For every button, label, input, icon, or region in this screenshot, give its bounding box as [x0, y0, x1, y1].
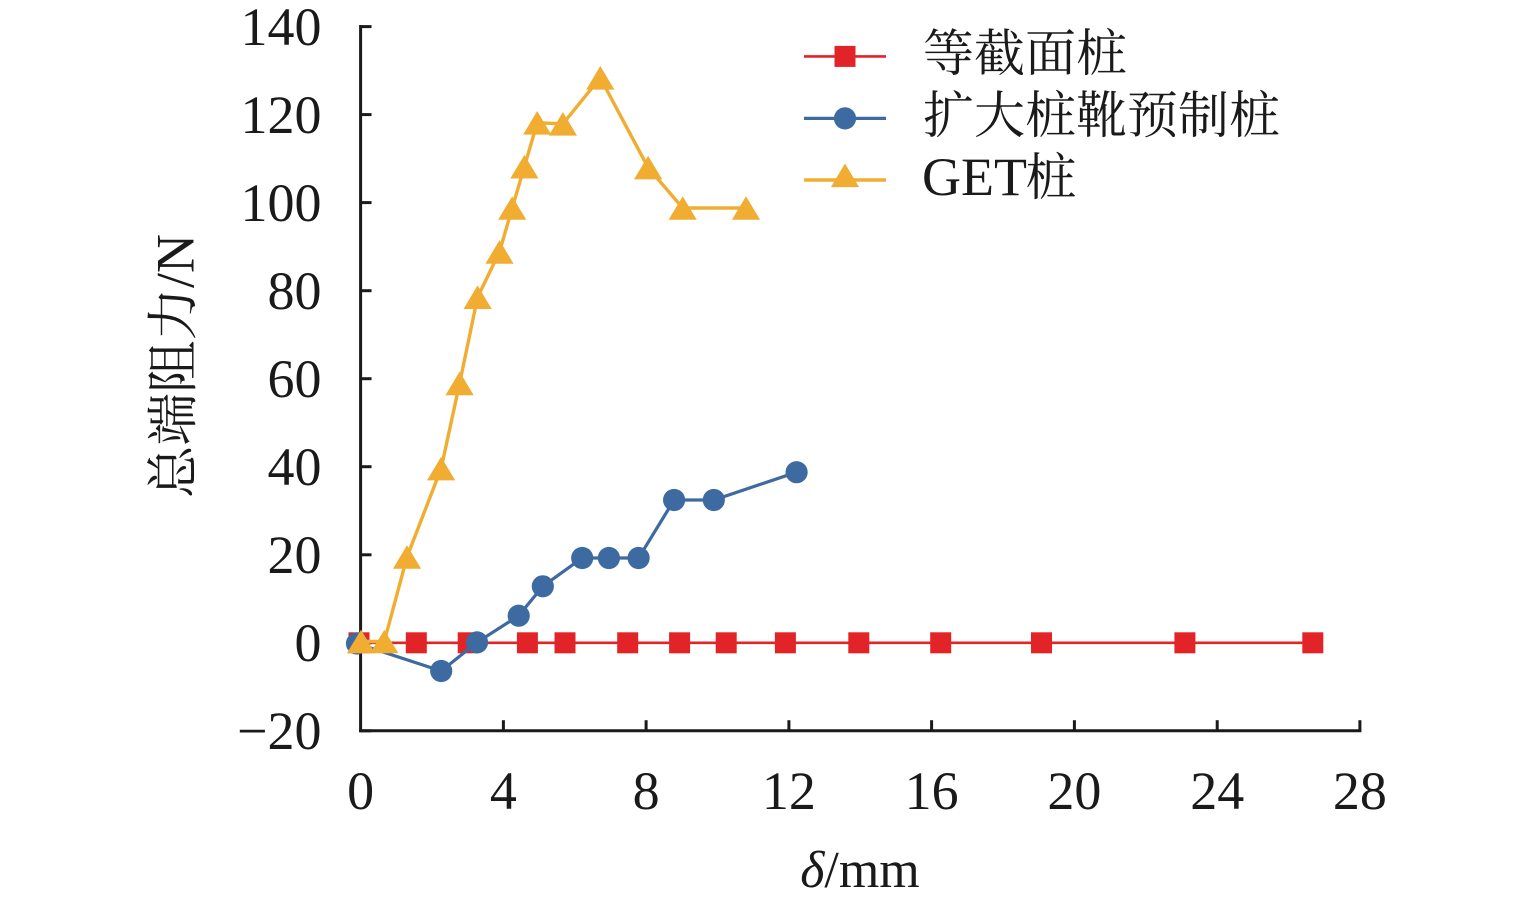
svg-text:24: 24	[1190, 761, 1244, 821]
svg-text:GET: GET	[922, 147, 1027, 207]
svg-text:δ/mm: δ/mm	[800, 842, 920, 899]
svg-text:−20: −20	[237, 701, 321, 761]
svg-text:40: 40	[268, 437, 322, 497]
svg-text:20: 20	[1047, 761, 1101, 821]
svg-text:100: 100	[241, 173, 322, 233]
svg-text:20: 20	[268, 525, 322, 585]
svg-text:60: 60	[268, 349, 322, 409]
svg-text:4: 4	[490, 761, 517, 821]
svg-text:/N: /N	[145, 234, 205, 288]
svg-text:80: 80	[268, 261, 322, 321]
svg-text:16: 16	[905, 761, 959, 821]
svg-text:8: 8	[633, 761, 660, 821]
svg-text:0: 0	[347, 761, 374, 821]
svg-text:12: 12	[762, 761, 816, 821]
svg-text:140: 140	[241, 0, 322, 57]
svg-text:120: 120	[241, 85, 322, 145]
svg-text:28: 28	[1333, 761, 1387, 821]
svg-text:0: 0	[295, 613, 322, 673]
